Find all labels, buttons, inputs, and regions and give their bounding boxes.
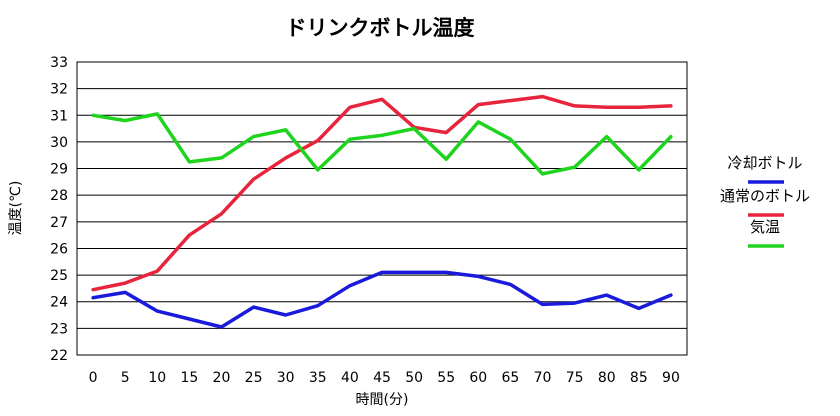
y-tick-label: 29 <box>50 162 68 178</box>
x-axis-title: 時間(分) <box>356 392 409 408</box>
series-line <box>91 112 673 176</box>
x-tick-label: 55 <box>437 370 455 386</box>
x-tick-label: 35 <box>309 370 327 386</box>
y-tick-label: 27 <box>50 215 68 231</box>
plot-area <box>76 61 688 356</box>
x-tick-label: 80 <box>598 370 616 386</box>
x-tick-label: 25 <box>245 370 263 386</box>
series-line <box>91 270 673 329</box>
legend-entry-label: 気温 <box>750 218 780 236</box>
x-tick-label: 85 <box>630 370 648 386</box>
series-line <box>91 94 673 292</box>
x-axis-ticks: 0 5 10 15 20 25 30 35 40 45 50 55 60 65 70 75 80 85 90 <box>89 370 680 386</box>
x-tick-label: 65 <box>502 370 520 386</box>
legend-entry-label: 通常のボトル <box>720 187 810 205</box>
chart-title: ドリンクボトル温度 <box>286 16 475 40</box>
x-tick-label: 75 <box>566 370 584 386</box>
y-tick-label: 30 <box>50 135 68 151</box>
y-tick-label: 25 <box>50 268 68 284</box>
x-tick-label: 5 <box>121 370 130 386</box>
y-tick-label: 23 <box>50 321 68 337</box>
x-tick-label: 20 <box>213 370 231 386</box>
y-axis-ticks: 22 23 24 25 26 27 28 29 30 31 32 33 <box>50 55 68 364</box>
x-tick-label: 40 <box>341 370 359 386</box>
y-axis-title: 温度(℃) <box>8 181 24 236</box>
y-tick-label: 33 <box>50 55 68 71</box>
legend-entry-label: 冷却ボトル <box>727 154 802 172</box>
y-tick-label: 28 <box>50 188 68 204</box>
x-tick-label: 30 <box>277 370 295 386</box>
x-tick-label: 90 <box>662 370 680 386</box>
y-tick-label: 31 <box>50 108 68 124</box>
y-tick-label: 26 <box>50 241 68 257</box>
y-tick-label: 24 <box>50 295 68 311</box>
y-tick-label: 32 <box>50 82 68 98</box>
x-tick-label: 15 <box>180 370 198 386</box>
x-tick-label: 10 <box>148 370 166 386</box>
x-tick-label: 60 <box>469 370 487 386</box>
x-tick-label: 0 <box>89 370 98 386</box>
gridlines <box>77 88 687 329</box>
x-tick-label: 45 <box>373 370 391 386</box>
y-tick-label: 22 <box>50 348 68 364</box>
series-lines <box>91 94 673 329</box>
x-tick-label: 70 <box>534 370 552 386</box>
x-tick-label: 50 <box>405 370 423 386</box>
